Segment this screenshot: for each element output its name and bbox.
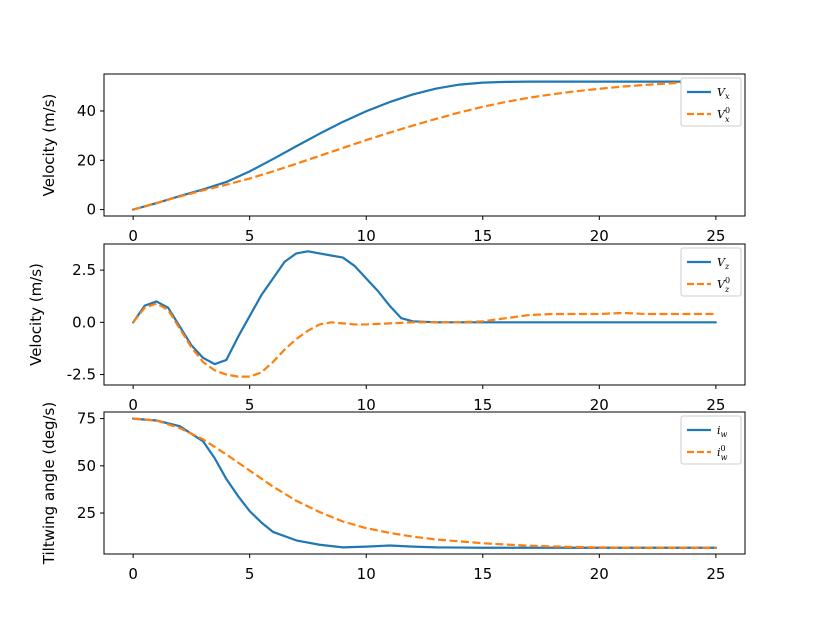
series-line-v-z: [132, 250, 717, 366]
y-tick-label: 50: [77, 457, 96, 475]
y-tick-label: 25: [77, 504, 96, 522]
series-line-v-x: [132, 80, 717, 211]
legend: Vz V0 z: [680, 247, 742, 297]
legend: iw i0 w: [680, 415, 742, 465]
x-tick-label: 5: [245, 565, 255, 583]
series-line-i-w: [132, 417, 717, 549]
x-tick-label: 20: [590, 227, 609, 245]
x-tick-label: 0: [128, 565, 138, 583]
series-line-v-x-0: [132, 80, 716, 211]
x-tick-label: 15: [473, 396, 492, 414]
legend-label: V0 z: [717, 276, 730, 294]
x-tick-label: 10: [357, 565, 376, 583]
legend-box: [680, 77, 742, 127]
y-tick-label: 20: [77, 151, 96, 169]
x-tick-label: 25: [706, 396, 725, 414]
y-axis-label: Velocity (m/s): [27, 263, 45, 366]
legend-label: iw: [717, 424, 728, 439]
axes-frame: [103, 73, 746, 217]
axes-frame: [103, 243, 746, 386]
y-tick-label: 75: [77, 410, 96, 428]
x-tick-label: 15: [473, 227, 492, 245]
legend: Vx V0 x: [680, 77, 742, 127]
legend-box: [680, 415, 742, 465]
axes-frame: [103, 411, 746, 555]
x-tick-label: 10: [357, 227, 376, 245]
x-tick-label: 0: [128, 227, 138, 245]
x-tick-label: 25: [706, 227, 725, 245]
x-tick-label: 20: [590, 396, 609, 414]
legend-label: Vx: [717, 86, 730, 101]
x-tick-label: 25: [706, 565, 725, 583]
x-tick-label: 5: [245, 396, 255, 414]
legend-label: Vz: [717, 256, 730, 271]
legend-box: [680, 247, 742, 297]
series-line-v-z-0: [132, 302, 716, 378]
y-tick-label: 2.5: [72, 261, 96, 279]
x-tick-label: 20: [590, 565, 609, 583]
legend-label: i0 w: [717, 444, 728, 462]
y-axis-label: Tiltwing angle (deg/s): [40, 402, 58, 565]
x-tick-label: 15: [473, 565, 492, 583]
legend-label: V0 x: [717, 106, 730, 124]
x-tick-label: 10: [357, 396, 376, 414]
subplot-2: 0 5 10 15 20 25 -2.5 0.0 2.5 Velocity (m/s) Vz V0 z: [27, 243, 746, 414]
series-line-i-w-0: [133, 417, 716, 549]
x-tick-label: 5: [245, 227, 255, 245]
subplot-3: 0 5 10 15 20 25 25 50 75 Tiltwing angle (deg/s) iw…: [40, 402, 746, 583]
y-tick-label: 0: [86, 201, 96, 219]
x-tick-label: 0: [128, 396, 138, 414]
y-tick-label: -2.5: [67, 366, 96, 384]
subplot-1: 0 5 10 15 20 25 0 20 40 Velocity (m/s) Vx V0 x: [40, 73, 746, 245]
y-axis-label: Velocity (m/s): [40, 94, 58, 197]
y-tick-label: 0.0: [72, 313, 96, 331]
y-tick-label: 40: [77, 102, 96, 120]
